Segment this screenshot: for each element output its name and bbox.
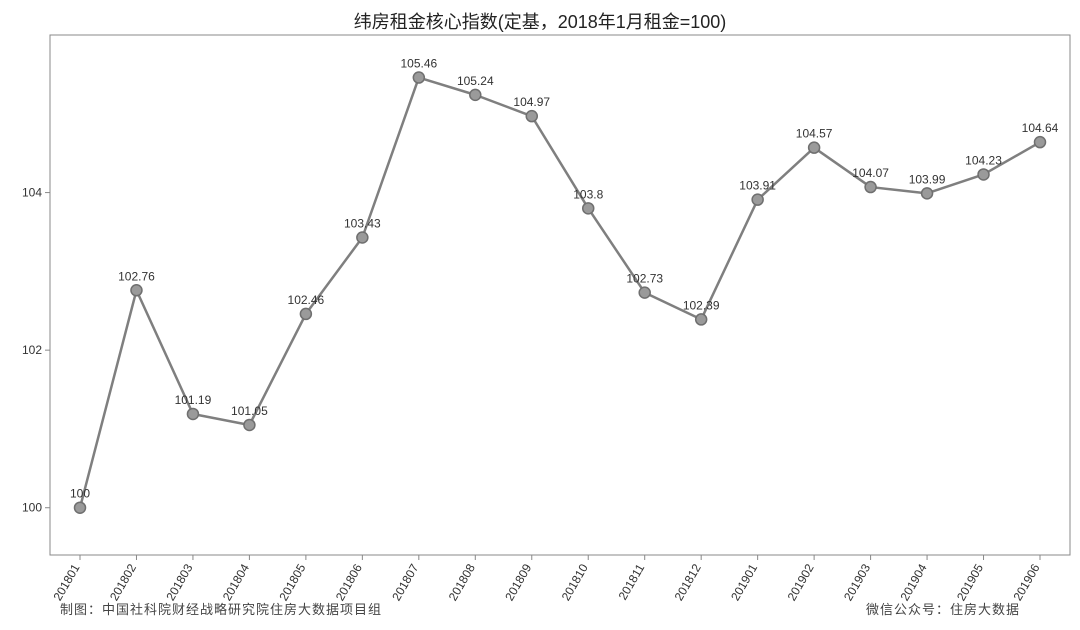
svg-text:201903: 201903 [841,561,873,603]
svg-text:104: 104 [22,186,42,200]
svg-text:201810: 201810 [559,561,591,603]
svg-text:201809: 201809 [502,561,534,603]
svg-text:104.23: 104.23 [965,153,1002,167]
footer-right: 微信公众号：住房大数据 [866,599,1020,618]
svg-text:201808: 201808 [446,561,478,603]
svg-text:201802: 201802 [107,561,139,603]
svg-text:102.76: 102.76 [118,269,155,283]
svg-text:201812: 201812 [672,561,704,603]
footer-left: 制图：中国社科院财经战略研究院住房大数据项目组 [60,599,382,618]
svg-text:201904: 201904 [898,561,930,603]
svg-text:100: 100 [70,487,90,501]
svg-text:103.91: 103.91 [739,179,776,193]
svg-text:201902: 201902 [785,561,817,603]
svg-text:201804: 201804 [220,561,252,603]
svg-text:201906: 201906 [1010,561,1042,603]
svg-text:104.97: 104.97 [513,95,550,109]
svg-text:101.19: 101.19 [175,393,212,407]
svg-text:101.05: 101.05 [231,404,268,418]
svg-text:104.57: 104.57 [796,127,833,141]
svg-text:201905: 201905 [954,561,986,603]
svg-text:201901: 201901 [728,561,760,603]
svg-text:104.64: 104.64 [1022,121,1059,135]
svg-text:102.39: 102.39 [683,298,720,312]
svg-text:201803: 201803 [163,561,195,603]
svg-text:100: 100 [22,501,42,515]
svg-text:102.46: 102.46 [288,293,325,307]
chart-container: 纬房租金核心指数(定基，2018年1月租金=100) 1001021042018… [0,0,1080,630]
svg-text:103.99: 103.99 [909,172,946,186]
svg-text:201807: 201807 [389,561,421,603]
svg-text:102: 102 [22,343,42,357]
svg-text:103.43: 103.43 [344,216,381,230]
svg-text:103.8: 103.8 [573,187,603,201]
svg-text:105.46: 105.46 [400,57,437,71]
svg-text:201811: 201811 [616,561,648,602]
svg-text:201801: 201801 [50,561,82,603]
line-chart: 100 102 104 201801 201802 201803 201804 201805 2… [0,0,1080,630]
svg-text:201805: 201805 [276,561,308,603]
svg-text:104.07: 104.07 [852,166,889,180]
svg-text:201806: 201806 [333,561,365,603]
svg-text:105.24: 105.24 [457,74,494,88]
svg-text:102.73: 102.73 [626,272,663,286]
